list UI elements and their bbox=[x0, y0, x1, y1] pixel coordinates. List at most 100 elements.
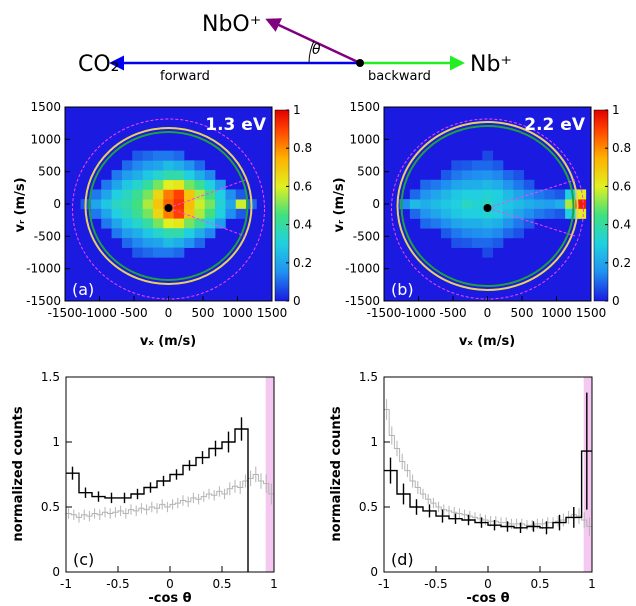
heatmap-cell bbox=[451, 179, 462, 190]
heatmap-cell bbox=[523, 199, 535, 210]
heatmap-cell bbox=[215, 218, 226, 229]
heatmap-cell bbox=[194, 189, 206, 200]
excluded-region bbox=[583, 377, 592, 572]
x-axis-ticks: -1500 -1000 -500 0 500 1000 1500 bbox=[48, 296, 288, 320]
backward-label: backward bbox=[368, 69, 431, 84]
heatmap-panel-a: (a) 1.3 eV 00.20.40.60.81 -1500 -1000 -500… bbox=[13, 100, 312, 349]
heatmap-cell bbox=[173, 170, 185, 181]
heatmap-cell bbox=[163, 179, 174, 190]
heatmap-cell bbox=[461, 179, 473, 190]
x-axis-label: vₓ (m/s) bbox=[459, 334, 515, 349]
panel-label: (b) bbox=[391, 280, 414, 299]
heatmap-cell bbox=[142, 170, 154, 181]
x-tick-label: 500 bbox=[511, 306, 534, 320]
x-tick-label: -1000 bbox=[401, 306, 436, 320]
colorbar-tick-label: 0.6 bbox=[293, 179, 312, 193]
heatmap-cell bbox=[132, 160, 143, 171]
heatmap-cell bbox=[163, 150, 174, 161]
histogram-line-black bbox=[384, 450, 592, 529]
heatmap-cell bbox=[461, 199, 473, 210]
heatmap-cell bbox=[471, 208, 483, 219]
heatmap-cell bbox=[235, 199, 247, 210]
heatmap-cell bbox=[565, 199, 576, 210]
heatmap-cell bbox=[173, 150, 185, 161]
heatmap-cell bbox=[152, 170, 164, 181]
heatmap-cell bbox=[194, 199, 206, 210]
heatmap-cell bbox=[492, 218, 504, 229]
heatmap-cell bbox=[534, 208, 545, 219]
nb-label: Nb⁺ bbox=[470, 52, 512, 77]
heatmap-cell bbox=[101, 189, 112, 200]
heatmap-cell bbox=[173, 228, 185, 239]
origin-dot bbox=[356, 59, 364, 67]
heatmap-cell bbox=[482, 218, 493, 229]
x-tick-label: 1500 bbox=[257, 306, 288, 320]
colorbar bbox=[274, 109, 290, 302]
heatmap-cell bbox=[430, 208, 442, 219]
heatmap-cell bbox=[194, 237, 206, 248]
y-tick-label: 0.5 bbox=[359, 500, 378, 514]
x-axis-ticks: -1 -0.5 0 0.5 1 bbox=[60, 566, 278, 591]
heatmap-cell bbox=[142, 160, 154, 171]
heatmap-cell bbox=[163, 160, 174, 171]
y-tick-label: -1500 bbox=[345, 294, 380, 308]
x-tick-label: 500 bbox=[192, 306, 215, 320]
heatmap-cell bbox=[194, 208, 206, 219]
heatmap-cell bbox=[173, 247, 185, 258]
heatmap-cell bbox=[184, 237, 195, 248]
heatmap-cell bbox=[503, 228, 514, 239]
heatmap-cell bbox=[132, 218, 143, 229]
heatmap-cell bbox=[152, 228, 164, 239]
heatmap-cell bbox=[503, 189, 514, 200]
heatmap-cell bbox=[420, 179, 431, 190]
heatmap-cell bbox=[575, 199, 587, 210]
colorbar-tick-label: 1 bbox=[612, 103, 620, 117]
heatmap-cell bbox=[132, 228, 143, 239]
heatmap-cell bbox=[492, 189, 504, 200]
green-circle bbox=[88, 131, 249, 281]
heatmap-cell bbox=[451, 189, 462, 200]
heatmap-cell bbox=[142, 179, 154, 190]
heatmap-cell bbox=[471, 237, 483, 248]
histogram-panel-c: -1 -0.5 0 0.5 1 0 0.5 1 1.5 (c) -cos θ normaliz… bbox=[11, 370, 278, 606]
y-tick-label: 0 bbox=[53, 197, 61, 211]
heatmap-cell bbox=[101, 208, 112, 219]
y-tick-label: 0 bbox=[52, 565, 60, 579]
heatmap-cell bbox=[152, 179, 164, 190]
heatmap-cells bbox=[399, 150, 587, 258]
heatmap-cell bbox=[523, 218, 535, 229]
heatmap-cell bbox=[451, 218, 462, 229]
heatmap-cell bbox=[121, 237, 133, 248]
heatmap-cell bbox=[482, 228, 493, 239]
colorbar-tick-label: 0 bbox=[293, 294, 301, 308]
heatmap-cell bbox=[503, 208, 514, 219]
x-tick-label: -1500 bbox=[48, 306, 83, 320]
heatmap-cell bbox=[471, 160, 483, 171]
heatmap-cell bbox=[121, 160, 133, 171]
heatmap-cell bbox=[461, 208, 473, 219]
x-tick-label: -0.5 bbox=[424, 577, 447, 591]
heatmap-cell bbox=[440, 189, 452, 200]
heatmap-cell bbox=[471, 179, 483, 190]
heatmap-cell bbox=[204, 228, 216, 239]
heatmap-cell bbox=[152, 247, 164, 258]
heatmap-cell bbox=[152, 189, 164, 200]
colorbar-tick-label: 1 bbox=[293, 103, 301, 117]
x-tick-label: 0 bbox=[166, 577, 174, 591]
colorbar-tick-label: 0.2 bbox=[293, 256, 312, 270]
y-axis-ticks: -1500 -1000 -500 0 500 1000 1500 bbox=[345, 100, 389, 308]
y-tick-label: -1000 bbox=[26, 262, 61, 276]
colorbar-ticks: 0 0.2 0.4 0.6 0.8 1 bbox=[286, 103, 312, 308]
heatmap-cell bbox=[513, 208, 525, 219]
heatmap-cell bbox=[152, 218, 164, 229]
heatmap-cell bbox=[565, 189, 576, 200]
heatmap-cell bbox=[523, 189, 535, 200]
heatmap-cell bbox=[482, 170, 493, 181]
heatmap-cell bbox=[111, 228, 123, 239]
center-dot bbox=[164, 204, 173, 212]
histogram-panel-d: -1 -0.5 0 0.5 1 0 0.5 1 1.5 (d) -cos θ normaliz… bbox=[329, 370, 596, 606]
heatmap-cell bbox=[121, 199, 133, 210]
heatmap-cell bbox=[430, 199, 442, 210]
x-tick-label: -1500 bbox=[367, 306, 402, 320]
heatmap-cell bbox=[152, 150, 164, 161]
